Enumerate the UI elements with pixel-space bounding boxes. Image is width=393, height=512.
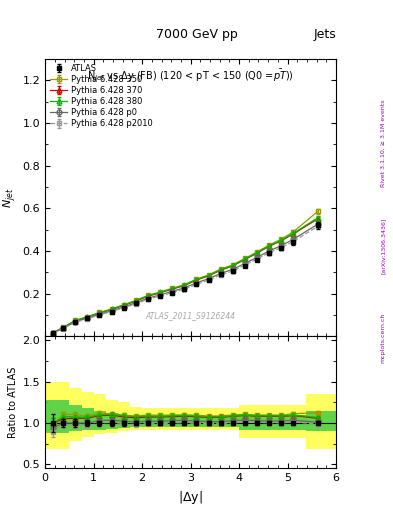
Legend: ATLAS, Pythia 6.428 350, Pythia 6.428 370, Pythia 6.428 380, Pythia 6.428 p0, Py: ATLAS, Pythia 6.428 350, Pythia 6.428 37… — [48, 62, 154, 130]
Text: mcplots.cern.ch: mcplots.cern.ch — [381, 313, 386, 363]
Y-axis label: $\bar{N}_{jet}$: $\bar{N}_{jet}$ — [0, 187, 18, 208]
Text: Jets: Jets — [313, 28, 336, 41]
Text: N$_{jet}$ vs $\Delta$y (FB) (120 < pT < 150 (Q0 =$\bar{pT}$)): N$_{jet}$ vs $\Delta$y (FB) (120 < pT < … — [87, 67, 294, 83]
X-axis label: |$\Delta$y|: |$\Delta$y| — [178, 489, 203, 506]
Text: [arXiv:1306.3436]: [arXiv:1306.3436] — [381, 218, 386, 274]
Text: ATLAS_2011_S9126244: ATLAS_2011_S9126244 — [145, 311, 236, 319]
Text: Rivet 3.1.10, ≥ 3.1M events: Rivet 3.1.10, ≥ 3.1M events — [381, 100, 386, 187]
Y-axis label: Ratio to ATLAS: Ratio to ATLAS — [8, 367, 18, 438]
Text: 7000 GeV pp: 7000 GeV pp — [156, 28, 237, 41]
